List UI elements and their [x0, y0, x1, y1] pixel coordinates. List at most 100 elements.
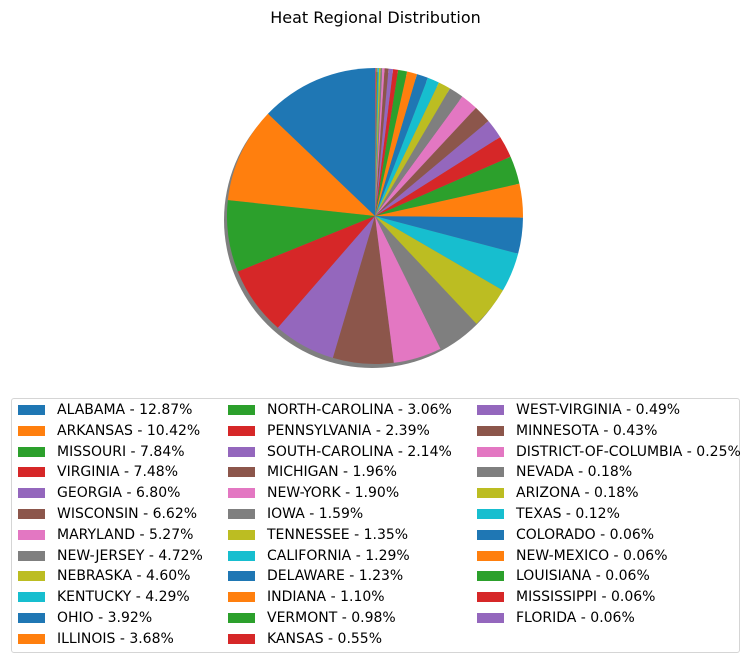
- legend-item-kentucky: KENTUCKY - 4.29%: [18, 587, 190, 607]
- legend-item-district-of-columbia: DISTRICT-OF-COLUMBIA - 0.25%: [477, 442, 741, 462]
- pie-slice-texas: [375, 68, 379, 216]
- legend-swatch: [228, 529, 255, 540]
- legend-item-new-york: NEW-YORK - 1.90%: [228, 483, 399, 503]
- legend-label: INDIANA - 1.10%: [267, 589, 385, 606]
- legend-swatch: [18, 592, 45, 603]
- pie-slice-michigan: [375, 107, 489, 216]
- legend-swatch: [18, 571, 45, 582]
- legend-swatch: [18, 405, 45, 415]
- legend-swatch: [18, 613, 45, 623]
- chart-title: Heat Regional Distribution: [270, 8, 481, 27]
- legend-label: ARKANSAS - 10.42%: [57, 422, 201, 439]
- legend-item-missouri: MISSOURI - 7.84%: [18, 442, 185, 462]
- legend-item-kansas: KANSAS - 0.55%: [228, 629, 382, 649]
- legend-item-nebraska: NEBRASKA - 4.60%: [18, 566, 191, 586]
- legend-label: ARIZONA - 0.18%: [516, 485, 639, 502]
- legend-swatch: [228, 592, 255, 603]
- pie-slice-alabama: [267, 68, 375, 216]
- legend-swatch: [18, 509, 45, 519]
- pie-slice-ohio: [375, 216, 523, 254]
- legend-item-arizona: ARIZONA - 0.18%: [477, 483, 639, 503]
- legend-label: KANSAS - 0.55%: [267, 630, 383, 647]
- pie-slice-kansas: [375, 69, 399, 216]
- legend-label: MISSOURI - 7.84%: [57, 443, 185, 460]
- pie-slice-minnesota: [375, 68, 389, 216]
- pie-slice-wisconsin: [332, 216, 394, 365]
- legend-swatch: [477, 571, 504, 582]
- legend-swatch: [228, 425, 255, 436]
- legend-item-wisconsin: WISCONSIN - 6.62%: [18, 504, 197, 524]
- pie-slice-missouri: [226, 200, 375, 272]
- pie-slice-west-virginia: [375, 68, 394, 217]
- legend-label: DISTRICT-OF-COLUMBIA - 0.25%: [516, 443, 741, 460]
- pie-slice-new-jersey: [375, 216, 477, 349]
- legend-swatch: [477, 529, 504, 540]
- legend-label: PENNSYLVANIA - 2.39%: [267, 422, 430, 439]
- legend-label: IOWA - 1.59%: [267, 506, 364, 522]
- legend-swatch: [477, 509, 504, 519]
- legend-label: COLORADO - 0.06%: [516, 526, 655, 543]
- legend-swatch: [18, 529, 45, 540]
- legend-item-pennsylvania: PENNSYLVANIA - 2.39%: [228, 421, 430, 441]
- legend-label: CALIFORNIA - 1.29%: [267, 547, 410, 564]
- legend-swatch: [228, 446, 255, 457]
- legend-label: VIRGINIA - 7.48%: [57, 464, 179, 481]
- pie-slice-kentucky: [375, 216, 519, 291]
- pie-slice-nebraska: [375, 216, 503, 324]
- legend-swatch: [228, 509, 255, 519]
- legend-swatch: [18, 633, 45, 644]
- legend-item-west-virginia: WEST-VIRGINIA - 0.49%: [477, 400, 680, 420]
- legend-label: NEW-MEXICO - 0.06%: [516, 547, 668, 564]
- legend-label: GEORGIA - 6.80%: [57, 485, 181, 502]
- legend-label: OHIO - 3.92%: [57, 610, 153, 626]
- legend-swatch: [477, 405, 504, 415]
- pie-slice-florida: [375, 67, 376, 217]
- legend-item-delaware: DELAWARE - 1.23%: [228, 566, 403, 586]
- pie-slice-north-carolina: [375, 156, 520, 216]
- pie-slices: [226, 67, 523, 365]
- legend-swatch: [228, 633, 255, 644]
- pie-slice-iowa: [375, 88, 463, 216]
- legend-item-indiana: INDIANA - 1.10%: [228, 587, 385, 607]
- legend-item-florida: FLORIDA - 0.06%: [477, 608, 635, 628]
- legend-item-ohio: OHIO - 3.92%: [18, 608, 152, 628]
- legend-item-south-carolina: SOUTH-CAROLINA - 2.14%: [228, 442, 452, 462]
- pie-chart: [224, 67, 523, 368]
- legend-label: VERMONT - 0.98%: [267, 610, 396, 626]
- legend-swatch: [477, 425, 504, 436]
- legend-item-tennessee: TENNESSEE - 1.35%: [228, 525, 408, 545]
- legend-item-louisiana: LOUISIANA - 0.06%: [477, 566, 650, 586]
- legend-label: LOUISIANA - 0.06%: [516, 568, 650, 585]
- pie-slice-new-mexico: [375, 68, 378, 216]
- pie-slice-georgia: [277, 216, 375, 358]
- legend-label: FLORIDA - 0.06%: [516, 610, 635, 626]
- legend-item-virginia: VIRGINIA - 7.48%: [18, 462, 178, 482]
- legend-item-california: CALIFORNIA - 1.29%: [228, 546, 410, 566]
- pie-slice-virginia: [237, 216, 375, 328]
- legend-label: MARYLAND - 5.27%: [57, 526, 194, 543]
- legend-label: ILLINOIS - 3.68%: [57, 630, 174, 647]
- legend-label: MISSISSIPPI - 0.06%: [516, 589, 656, 606]
- legend-item-maryland: MARYLAND - 5.27%: [18, 525, 193, 545]
- legend-label: NEVADA - 0.18%: [516, 464, 633, 481]
- legend-swatch: [477, 446, 504, 457]
- legend-swatch: [228, 550, 255, 561]
- legend-label: TEXAS - 0.12%: [516, 506, 620, 522]
- legend-item-alabama: ALABAMA - 12.87%: [18, 400, 192, 420]
- pie-slice-mississippi: [375, 67, 377, 217]
- legend-swatch: [477, 467, 504, 478]
- legend-label: MINNESOTA - 0.43%: [516, 422, 658, 439]
- legend-label: ALABAMA - 12.87%: [57, 402, 193, 418]
- pie-slice-colorado: [375, 68, 378, 217]
- legend-item-georgia: GEORGIA - 6.80%: [18, 483, 180, 503]
- legend-label: WEST-VIRGINIA - 0.49%: [516, 402, 681, 418]
- legend-label: TENNESSEE - 1.35%: [267, 526, 409, 543]
- legend-label: NEW-JERSEY - 4.72%: [57, 547, 203, 564]
- legend-item-illinois: ILLINOIS - 3.68%: [18, 629, 174, 649]
- legend-item-arkansas: ARKANSAS - 10.42%: [18, 421, 200, 441]
- pie-slice-new-york: [375, 96, 476, 216]
- pie-slice-delaware: [375, 74, 428, 216]
- legend-item-minnesota: MINNESOTA - 0.43%: [477, 421, 657, 441]
- pie-slice-louisiana: [375, 68, 377, 216]
- pie-slice-indiana: [375, 71, 417, 217]
